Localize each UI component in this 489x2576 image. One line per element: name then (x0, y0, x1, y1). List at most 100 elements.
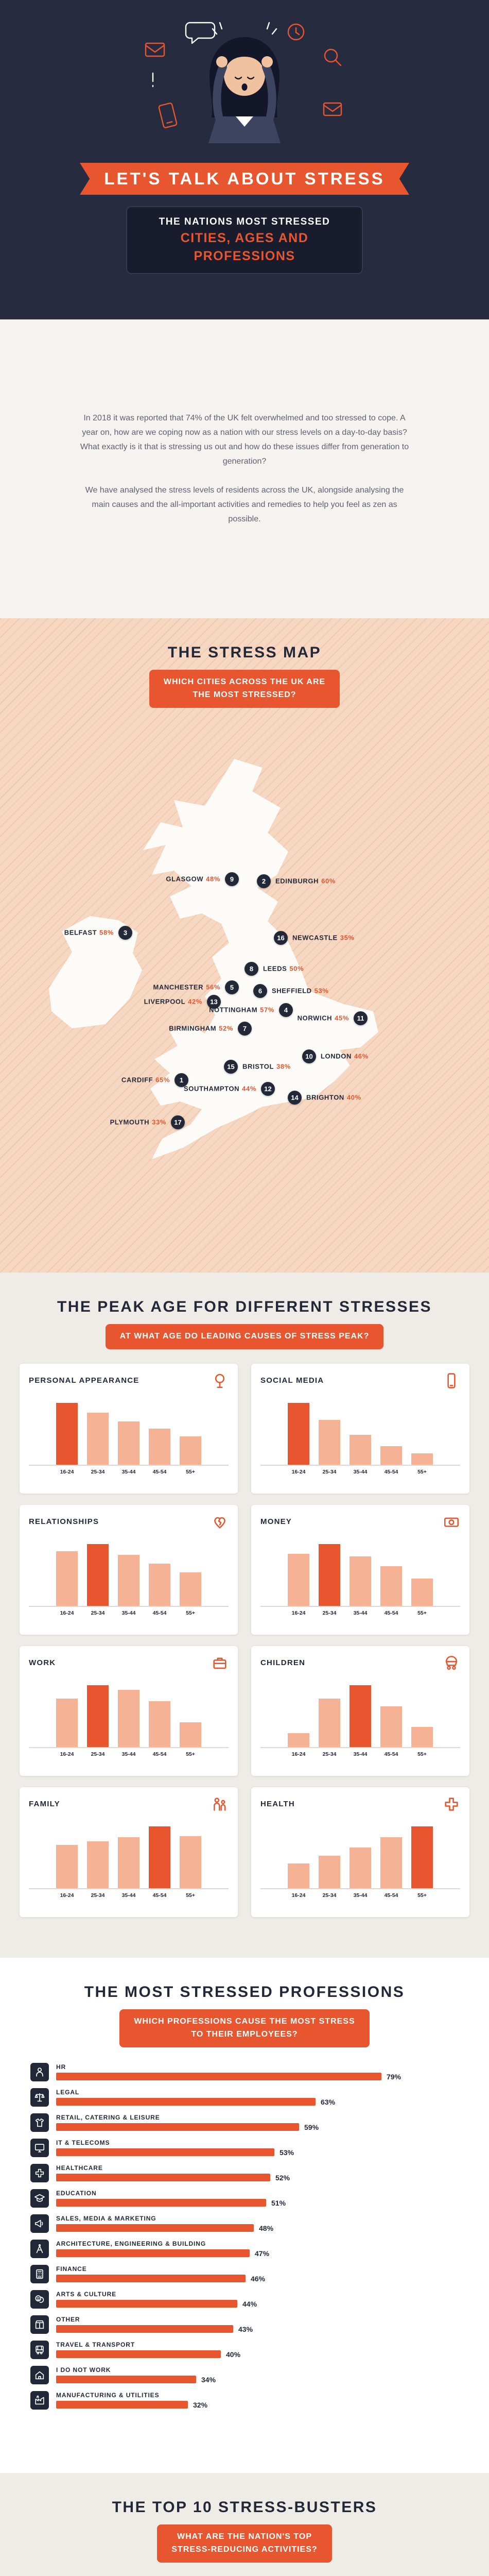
stressed-person-illustration (145, 22, 342, 143)
professions-section: THE MOST STRESSED PROFESSIONS WHICH PROF… (0, 1958, 489, 2473)
age-label: 16-24 (60, 1468, 74, 1475)
profession-label: OTHER (56, 2315, 80, 2323)
intro-paragraph-1: In 2018 it was reported that 74% of the … (80, 414, 409, 466)
city-name: LEEDS (263, 964, 287, 973)
profession-row: LEGAL 63% (30, 2088, 459, 2107)
city-stress-percentage: 52% (219, 1024, 233, 1032)
age-bar-45-54 (380, 1446, 402, 1465)
profession-label: I DO NOT WORK (56, 2366, 111, 2374)
age-label: 35-44 (353, 1751, 368, 1757)
stress-busters-radial: 53%WATCHING TV/FILM46%LISTENING TO MUSIC… (0, 2564, 489, 2576)
map-city-bristol: 15 BRISTOL 38% (224, 1059, 290, 1074)
age-label: 45-54 (384, 1468, 398, 1475)
age-label: 16-24 (291, 1468, 306, 1475)
professions-bar-list: HR 79% LEGAL 63% RETAIL, CATERING & LEISURE 5… (30, 2062, 459, 2410)
age-bar-25-34 (319, 1699, 340, 1747)
gradcap-icon (30, 2189, 49, 2208)
age-label: 16-24 (60, 1751, 74, 1757)
profession-body: RETAIL, CATERING & LEISURE 59% (56, 2114, 459, 2131)
age-bar-55+ (411, 1579, 433, 1606)
age-bar-35-44 (118, 1421, 139, 1465)
envelope-icon (323, 102, 342, 116)
age-bar-25-34 (319, 1420, 340, 1465)
city-rank-badge: 12 (261, 1081, 275, 1096)
mirror-icon (211, 1372, 229, 1389)
professions-question-badge: WHICH PROFESSIONS CAUSE THE MOST STRESS … (119, 2009, 370, 2047)
chart-age-labels: 16-24 25-34 35-44 45-54 55+ (29, 1610, 229, 1616)
profession-bar-row: 59% (56, 2123, 459, 2131)
age-bar-25-34 (87, 1544, 109, 1606)
age-bar-35-44 (118, 1837, 139, 1888)
profession-bar (56, 2401, 188, 2409)
profession-body: IT & TELECOMS 53% (56, 2139, 459, 2157)
profession-bar-row: 63% (56, 2098, 459, 2106)
map-city-london: 10 LONDON 46% (302, 1049, 368, 1063)
map-city-plymouth: 17 PLYMOUTH 33% (110, 1115, 185, 1129)
city-rank-badge: 10 (302, 1049, 316, 1063)
phone-icon (158, 103, 178, 128)
chart-card-header: SOCIAL MEDIA (260, 1372, 460, 1389)
city-stress-percentage: 53% (314, 987, 329, 995)
main-title-ribbon: LET'S TALK ABOUT STRESS (80, 163, 409, 195)
city-label: BRIGHTON 40% (306, 1094, 361, 1101)
profession-body: FINANCE 46% (56, 2265, 459, 2283)
city-stress-percentage: 44% (242, 1084, 256, 1093)
city-name: GLASGOW (166, 875, 204, 883)
calculator-icon (30, 2264, 49, 2283)
profession-body: HR 79% (56, 2063, 459, 2081)
age-bar-16-24 (56, 1699, 78, 1747)
profession-percentage: 44% (242, 2299, 257, 2308)
age-label: 45-54 (152, 1892, 167, 1899)
age-bar-16-24 (56, 1844, 78, 1888)
age-label: 35-44 (121, 1751, 136, 1757)
subtitle-line-1: THE NATIONS MOST STRESSED (159, 216, 330, 227)
profession-bar (56, 2249, 250, 2258)
envelope-icon (145, 42, 165, 57)
profession-row: I DO NOT WORK 34% (30, 2365, 459, 2384)
age-bar-25-34 (319, 1544, 340, 1606)
peak-chart-health: HEALTH 16-24 25-34 35-44 45-54 55+ (251, 1787, 469, 1917)
city-label: EDINBURGH 60% (275, 877, 336, 885)
profession-bar (56, 2275, 246, 2283)
busters-question-badge: WHAT ARE THE NATION'S TOP STRESS-REDUCIN… (157, 2524, 332, 2563)
city-name: BRIGHTON (306, 1093, 344, 1101)
age-bar-16-24 (288, 1863, 309, 1888)
city-rank-badge: 11 (354, 1011, 368, 1025)
map-city-newcastle: 16 NEWCASTLE 35% (274, 930, 354, 945)
age-bar-45-54 (149, 1701, 170, 1747)
city-rank-badge: 3 (118, 925, 132, 940)
main-title: LET'S TALK ABOUT STRESS (104, 169, 385, 188)
city-stress-percentage: 45% (335, 1014, 349, 1022)
city-rank-badge: 7 (238, 1021, 252, 1036)
profession-bar (56, 2174, 270, 2182)
profession-row: FINANCE 46% (30, 2264, 459, 2283)
city-name: SHEFFIELD (272, 987, 312, 995)
city-name: BRISTOL (242, 1062, 274, 1071)
family-icon (211, 1795, 229, 1813)
age-bar-35-44 (350, 1685, 371, 1747)
chart-card-header: HEALTH (260, 1795, 460, 1813)
map-city-birmingham: 7 BIRMINGHAM 52% (169, 1021, 252, 1036)
chart-bars (29, 1537, 229, 1607)
age-bar-55+ (411, 1727, 433, 1747)
profession-body: TRAVEL & TRANSPORT 40% (56, 2341, 459, 2359)
chart-age-labels: 16-24 25-34 35-44 45-54 55+ (260, 1610, 460, 1616)
money-icon (443, 1513, 460, 1531)
age-bar-16-24 (288, 1733, 309, 1747)
city-label: NORWICH 45% (298, 1014, 349, 1022)
chart-card-header: PERSONAL APPEARANCE (29, 1372, 229, 1389)
map-badge-line-2: THE MOST STRESSED? (193, 690, 296, 699)
age-label: 55+ (417, 1468, 427, 1475)
city-rank-badge: 9 (225, 872, 239, 886)
chart-card-header: MONEY (260, 1513, 460, 1531)
work-icon (211, 1654, 229, 1672)
profession-bar-row: 79% (56, 2073, 459, 2081)
profession-percentage: 79% (387, 2072, 401, 2081)
profession-label: LEGAL (56, 2088, 80, 2096)
age-bar-16-24 (56, 1551, 78, 1606)
map-section-title: THE STRESS MAP (167, 644, 322, 661)
age-label: 25-34 (91, 1751, 105, 1757)
peak-charts-grid: PERSONAL APPEARANCE 16-24 25-34 35-44 45-54 5… (0, 1363, 489, 1917)
profession-label: HR (56, 2063, 66, 2071)
great-britain-landmass (143, 758, 378, 1159)
